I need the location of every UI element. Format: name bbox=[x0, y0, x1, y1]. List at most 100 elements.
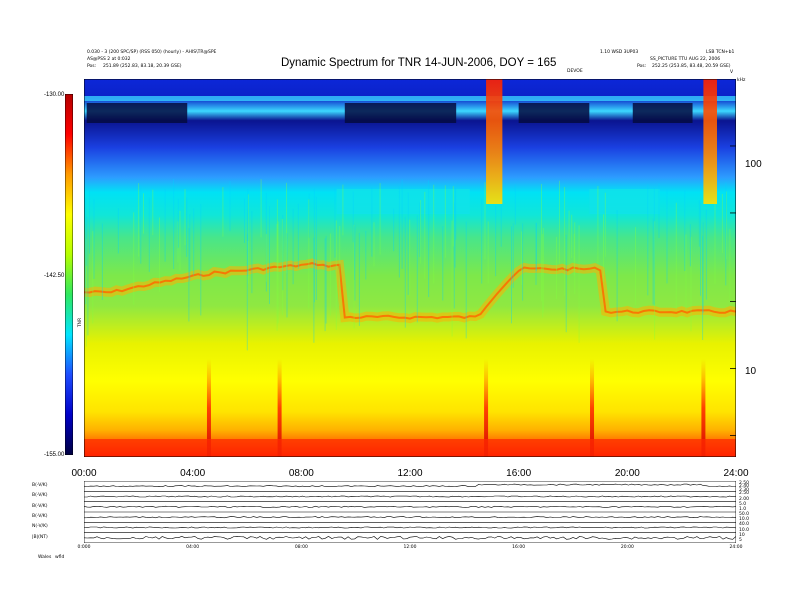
texture-streak bbox=[85, 197, 87, 305]
texture-streak bbox=[260, 179, 262, 238]
row-right-tick: 5 bbox=[739, 537, 742, 543]
texture-streak bbox=[521, 231, 523, 285]
texture-streak bbox=[398, 186, 400, 278]
texture-streak bbox=[603, 214, 604, 282]
texture-streak bbox=[246, 234, 248, 351]
row-right-tick: 10.0 bbox=[739, 527, 750, 533]
texture-streak bbox=[308, 199, 310, 309]
dark-band bbox=[86, 103, 188, 123]
lower-x-tick: 24:00 bbox=[729, 545, 743, 550]
lower-x-tick: 0:000 bbox=[77, 545, 91, 550]
texture-streak bbox=[179, 210, 181, 271]
info-right-2: LSB TCN+b1 bbox=[706, 50, 735, 55]
series-trace bbox=[84, 495, 736, 498]
row-label: |B|(NT) bbox=[32, 534, 48, 540]
texture-streak bbox=[117, 208, 119, 254]
x-tick-label: 00:00 bbox=[71, 468, 97, 479]
texture-streak bbox=[193, 208, 195, 276]
texture-streak bbox=[138, 183, 140, 257]
texture-streak bbox=[265, 192, 267, 292]
low-freq-spike bbox=[277, 359, 282, 457]
series-trace bbox=[84, 526, 736, 529]
row-label: B(-V/K) bbox=[32, 503, 48, 509]
texture-streak bbox=[511, 226, 512, 324]
texture-streak bbox=[647, 184, 649, 296]
dark-band bbox=[632, 103, 693, 123]
texture-streak bbox=[690, 237, 692, 332]
footer-left: Wales bbox=[38, 555, 52, 560]
texture-streak bbox=[573, 233, 575, 276]
low-freq-spike bbox=[701, 359, 706, 457]
texture-streak bbox=[92, 231, 94, 324]
texture-streak bbox=[407, 192, 409, 295]
texture-streak bbox=[164, 189, 166, 262]
texture-streak bbox=[597, 185, 599, 264]
info-right-4: Pos: bbox=[637, 64, 647, 69]
texture-streak bbox=[725, 182, 727, 286]
row-right-tick: 50.0 bbox=[739, 512, 750, 517]
texture-streak bbox=[159, 217, 160, 292]
colorbar-svg bbox=[64, 93, 74, 456]
texture-streak bbox=[535, 222, 537, 285]
info-right-5: 252.25 (253.85, 83.48, 20.59 GSE) bbox=[652, 64, 731, 69]
colorbar-min-label: -155.00 bbox=[44, 452, 65, 458]
row-right-tick: 2.30 bbox=[739, 487, 750, 493]
texture-streak bbox=[133, 212, 135, 305]
texture-streak bbox=[574, 222, 576, 294]
cyan-intrusion bbox=[589, 189, 660, 214]
texture-streak bbox=[419, 202, 421, 257]
row-label: B(-V/K) bbox=[32, 514, 48, 519]
texture-streak bbox=[342, 184, 344, 236]
texture-streak bbox=[512, 223, 514, 288]
radio-burst bbox=[486, 79, 503, 204]
texture-streak bbox=[654, 221, 656, 340]
texture-streak bbox=[702, 222, 704, 313]
texture-streak bbox=[334, 187, 336, 258]
texture-streak bbox=[484, 182, 486, 260]
texture-streak bbox=[442, 226, 444, 301]
texture-streak bbox=[276, 224, 278, 331]
texture-streak bbox=[365, 230, 367, 280]
mid-label: DEVOE bbox=[567, 69, 583, 74]
row-right-tick: 5.0 bbox=[739, 501, 747, 507]
texture-streak bbox=[247, 194, 249, 284]
colorbar-mid-label: -142.50 bbox=[44, 273, 65, 279]
series-trace bbox=[84, 483, 736, 488]
x-tick-label: 24:00 bbox=[723, 468, 749, 479]
cyan-line bbox=[84, 96, 736, 101]
texture-streak bbox=[675, 202, 677, 310]
texture-streak bbox=[324, 238, 326, 332]
texture-streak bbox=[89, 190, 90, 254]
texture-streak bbox=[635, 227, 636, 305]
texture-streak bbox=[186, 197, 188, 257]
texture-streak bbox=[379, 183, 381, 255]
texture-streak bbox=[689, 224, 691, 267]
info-left-1: 0.030 - 3 (200 SPC/SP) (RSS 050) (hourly… bbox=[87, 50, 217, 55]
x-tick-label: 16:00 bbox=[506, 468, 532, 479]
lower-x-tick: 16:00 bbox=[512, 545, 526, 550]
texture-streak bbox=[424, 191, 426, 279]
texture-streak bbox=[189, 214, 191, 281]
lower-x-tick: 20:00 bbox=[620, 545, 634, 550]
texture-streak bbox=[148, 197, 150, 272]
y-tick-100: 100 bbox=[745, 159, 762, 170]
texture-streak bbox=[373, 222, 375, 267]
x-tick-label: 20:00 bbox=[614, 468, 640, 479]
series-trace bbox=[84, 516, 736, 519]
row-right-tick: 1.0 bbox=[739, 506, 747, 512]
texture-streak bbox=[454, 188, 456, 268]
texture-streak bbox=[604, 192, 606, 257]
texture-streak bbox=[653, 187, 655, 306]
row-label: B(-V/K) bbox=[32, 483, 48, 488]
row-right-tick: 2.00 bbox=[739, 496, 750, 502]
low-freq-spike bbox=[206, 359, 211, 457]
texture-streak bbox=[85, 216, 87, 266]
texture-streak bbox=[184, 189, 186, 246]
lower-x-tick: 08:00 bbox=[294, 545, 308, 550]
series-trace bbox=[84, 535, 736, 540]
texture-streak bbox=[358, 232, 360, 326]
texture-streak bbox=[229, 180, 231, 232]
row-right-tick: 2.50 bbox=[739, 481, 750, 486]
texture-streak bbox=[276, 199, 278, 271]
texture-streak bbox=[652, 218, 654, 305]
